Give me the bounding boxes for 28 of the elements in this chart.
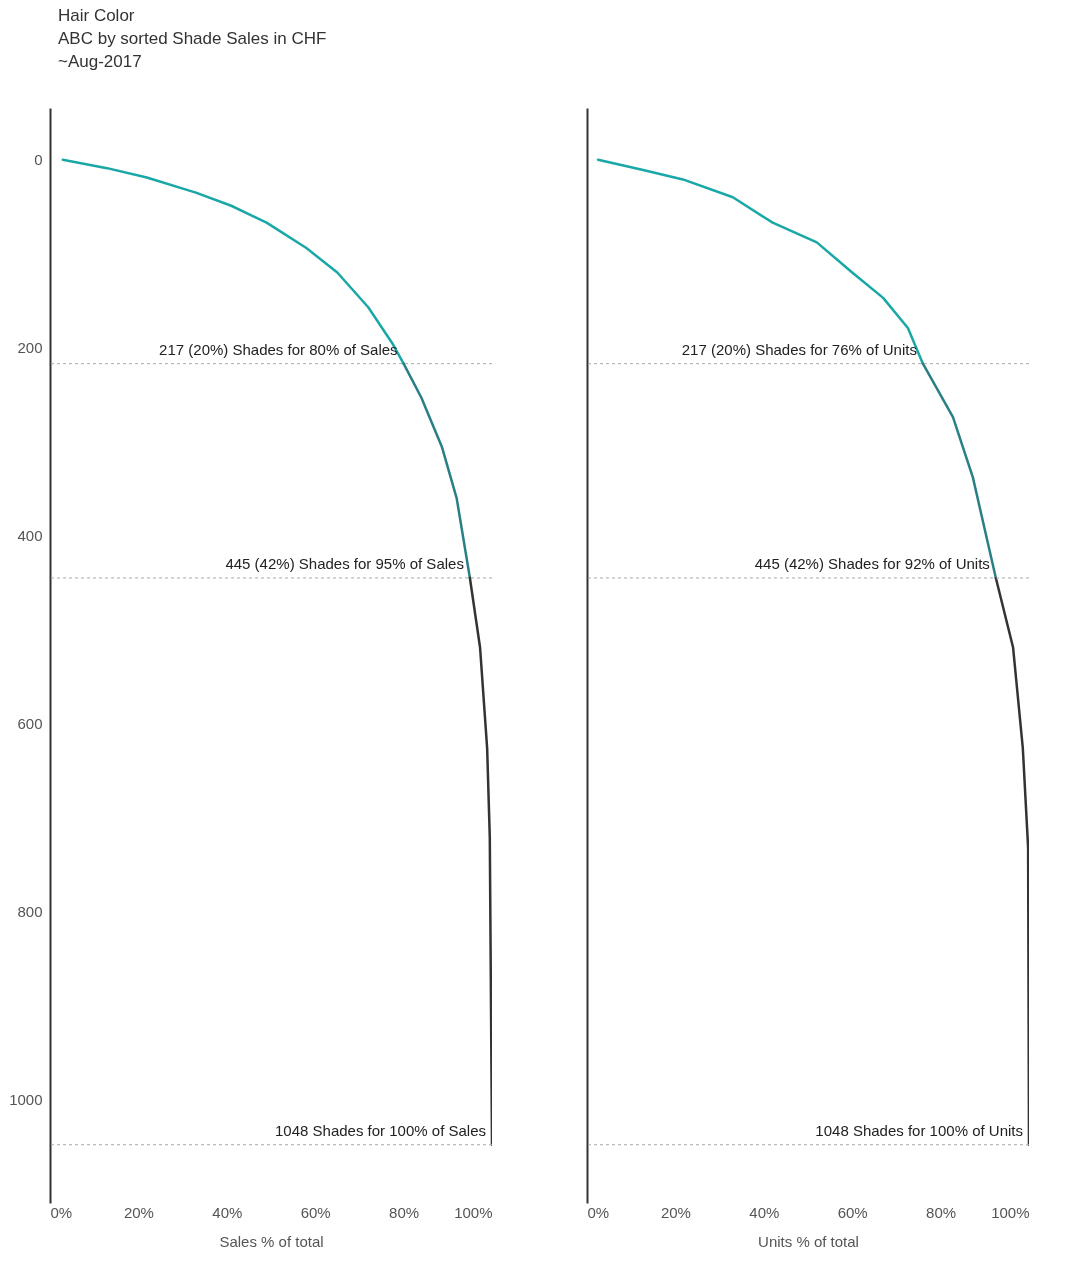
x-tick-label: 0% [50, 1203, 73, 1221]
y-tick-label: 1000 [9, 1091, 43, 1109]
x-tick-label: 60% [300, 1203, 331, 1221]
x-tick-label: 60% [837, 1203, 868, 1221]
x-tick-label: 80% [389, 1203, 420, 1221]
ref-line-label: 1048 Shades for 100% of Sales [275, 1121, 486, 1139]
x-tick-label: 40% [749, 1203, 780, 1221]
x-tick-label: 20% [660, 1203, 691, 1221]
x-tick-label: 80% [926, 1203, 957, 1221]
x-tick-label: 0% [587, 1203, 610, 1221]
ref-line-label: 445 (42%) Shades for 95% of Sales [225, 554, 464, 572]
ref-line-label: 1048 Shades for 100% of Units [815, 1121, 1023, 1139]
ref-line-label: 217 (20%) Shades for 80% of Sales [159, 340, 398, 358]
x-axis-title: Sales % of total [219, 1232, 324, 1250]
ref-line-label: 445 (42%) Shades for 92% of Units [754, 554, 990, 572]
x-tick-label: 40% [212, 1203, 243, 1221]
x-tick-label: 100% [454, 1203, 493, 1221]
x-tick-label: 100% [991, 1203, 1030, 1221]
x-axis-title: Units % of total [758, 1232, 859, 1250]
y-tick-label: 0 [34, 151, 43, 169]
y-tick-label: 800 [17, 903, 43, 921]
y-tick-label: 600 [17, 715, 43, 733]
x-tick-label: 20% [123, 1203, 154, 1221]
chart-subtitle: ABC by sorted Shade Sales in CHF ~Aug-2017 [58, 29, 327, 71]
y-tick-label: 400 [17, 527, 43, 545]
y-tick-label: 200 [17, 339, 43, 357]
ref-line-label: 217 (20%) Shades for 76% of Units [681, 340, 917, 358]
chart-title: Hair Color [58, 6, 135, 25]
